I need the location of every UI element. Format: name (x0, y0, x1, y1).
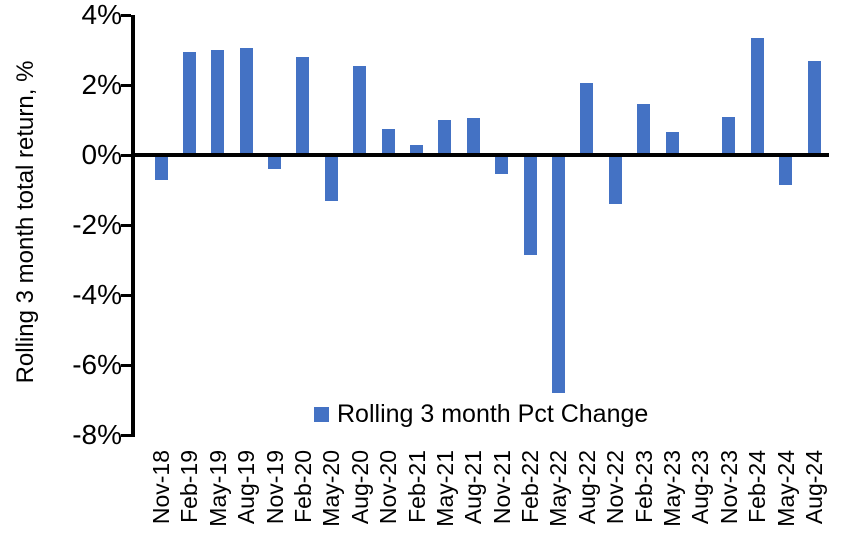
x-tick-label: Feb-20 (289, 450, 316, 523)
x-tick-label: Nov-23 (715, 450, 742, 525)
y-tick-mark (121, 153, 131, 157)
x-axis-zero-line (131, 153, 829, 157)
x-tick-label: Aug-23 (687, 450, 714, 525)
y-tick-label: 2% (81, 69, 122, 100)
x-tick-label: Nov-22 (602, 450, 629, 525)
y-axis-line (131, 15, 135, 437)
bar-Nov-21 (495, 155, 509, 175)
bar-May-20 (324, 155, 338, 201)
y-tick-mark (121, 13, 131, 17)
x-tick-label: Feb-19 (176, 450, 203, 523)
legend: Rolling 3 month Pct Change (314, 400, 648, 429)
bar-Aug-20 (353, 65, 367, 155)
bar-Nov-19 (268, 155, 282, 169)
x-tick-label: Nov-20 (375, 450, 402, 525)
bar-Nov-20 (381, 128, 395, 155)
y-tick-label: -6% (72, 349, 122, 380)
legend-swatch-icon (314, 407, 329, 422)
x-tick-label: Feb-21 (403, 450, 430, 523)
bar-Feb-22 (523, 155, 537, 255)
bar-May-22 (551, 155, 565, 393)
x-tick-label: May-24 (772, 450, 799, 527)
x-tick-label: May-22 (545, 450, 572, 527)
bar-Nov-22 (608, 155, 622, 204)
bar-Feb-19 (182, 51, 196, 155)
x-tick-label: May-20 (318, 450, 345, 527)
bar-Feb-20 (296, 57, 310, 155)
x-tick-label: Aug-21 (460, 450, 487, 525)
x-tick-label: Nov-18 (148, 450, 174, 525)
x-tick-label: Aug-24 (801, 450, 827, 525)
bar-May-19 (211, 50, 225, 155)
y-tick-mark (121, 293, 131, 297)
x-tick-label: Feb-24 (744, 450, 771, 523)
y-tick-label: -8% (72, 419, 122, 450)
y-tick-label: 0% (81, 139, 122, 170)
x-tick-label: Nov-21 (488, 450, 515, 525)
x-tick-label: Nov-19 (261, 450, 288, 525)
bar-May-23 (665, 132, 679, 155)
y-tick-mark (121, 433, 131, 437)
bar-May-24 (779, 155, 793, 185)
y-tick-mark (121, 223, 131, 227)
legend-label: Rolling 3 month Pct Change (337, 400, 649, 428)
y-tick-mark (121, 363, 131, 367)
y-tick-label: -2% (72, 209, 122, 240)
x-tick-label: Aug-19 (233, 450, 260, 525)
bar-Feb-24 (750, 37, 764, 155)
bar-Aug-22 (580, 83, 594, 155)
bar-Aug-21 (466, 118, 480, 155)
bar-Aug-24 (807, 60, 821, 155)
bar-Feb-21 (410, 144, 424, 155)
x-tick-label: Aug-20 (346, 450, 373, 525)
y-tick-label: 4% (81, 0, 122, 30)
x-tick-label: Aug-22 (573, 450, 600, 525)
bar-Nov-18 (154, 155, 168, 180)
y-tick-label: -4% (72, 279, 122, 310)
x-tick-label: Feb-23 (630, 450, 657, 523)
x-tick-label: May-21 (431, 450, 458, 527)
bar-Feb-23 (637, 104, 651, 155)
x-tick-label: May-23 (659, 450, 686, 527)
x-tick-label: May-19 (204, 450, 231, 527)
y-tick-mark (121, 83, 131, 87)
bar-Aug-19 (239, 48, 253, 155)
bar-Nov-23 (722, 116, 736, 155)
x-tick-label: Feb-22 (517, 450, 544, 523)
bar-May-21 (438, 120, 452, 155)
